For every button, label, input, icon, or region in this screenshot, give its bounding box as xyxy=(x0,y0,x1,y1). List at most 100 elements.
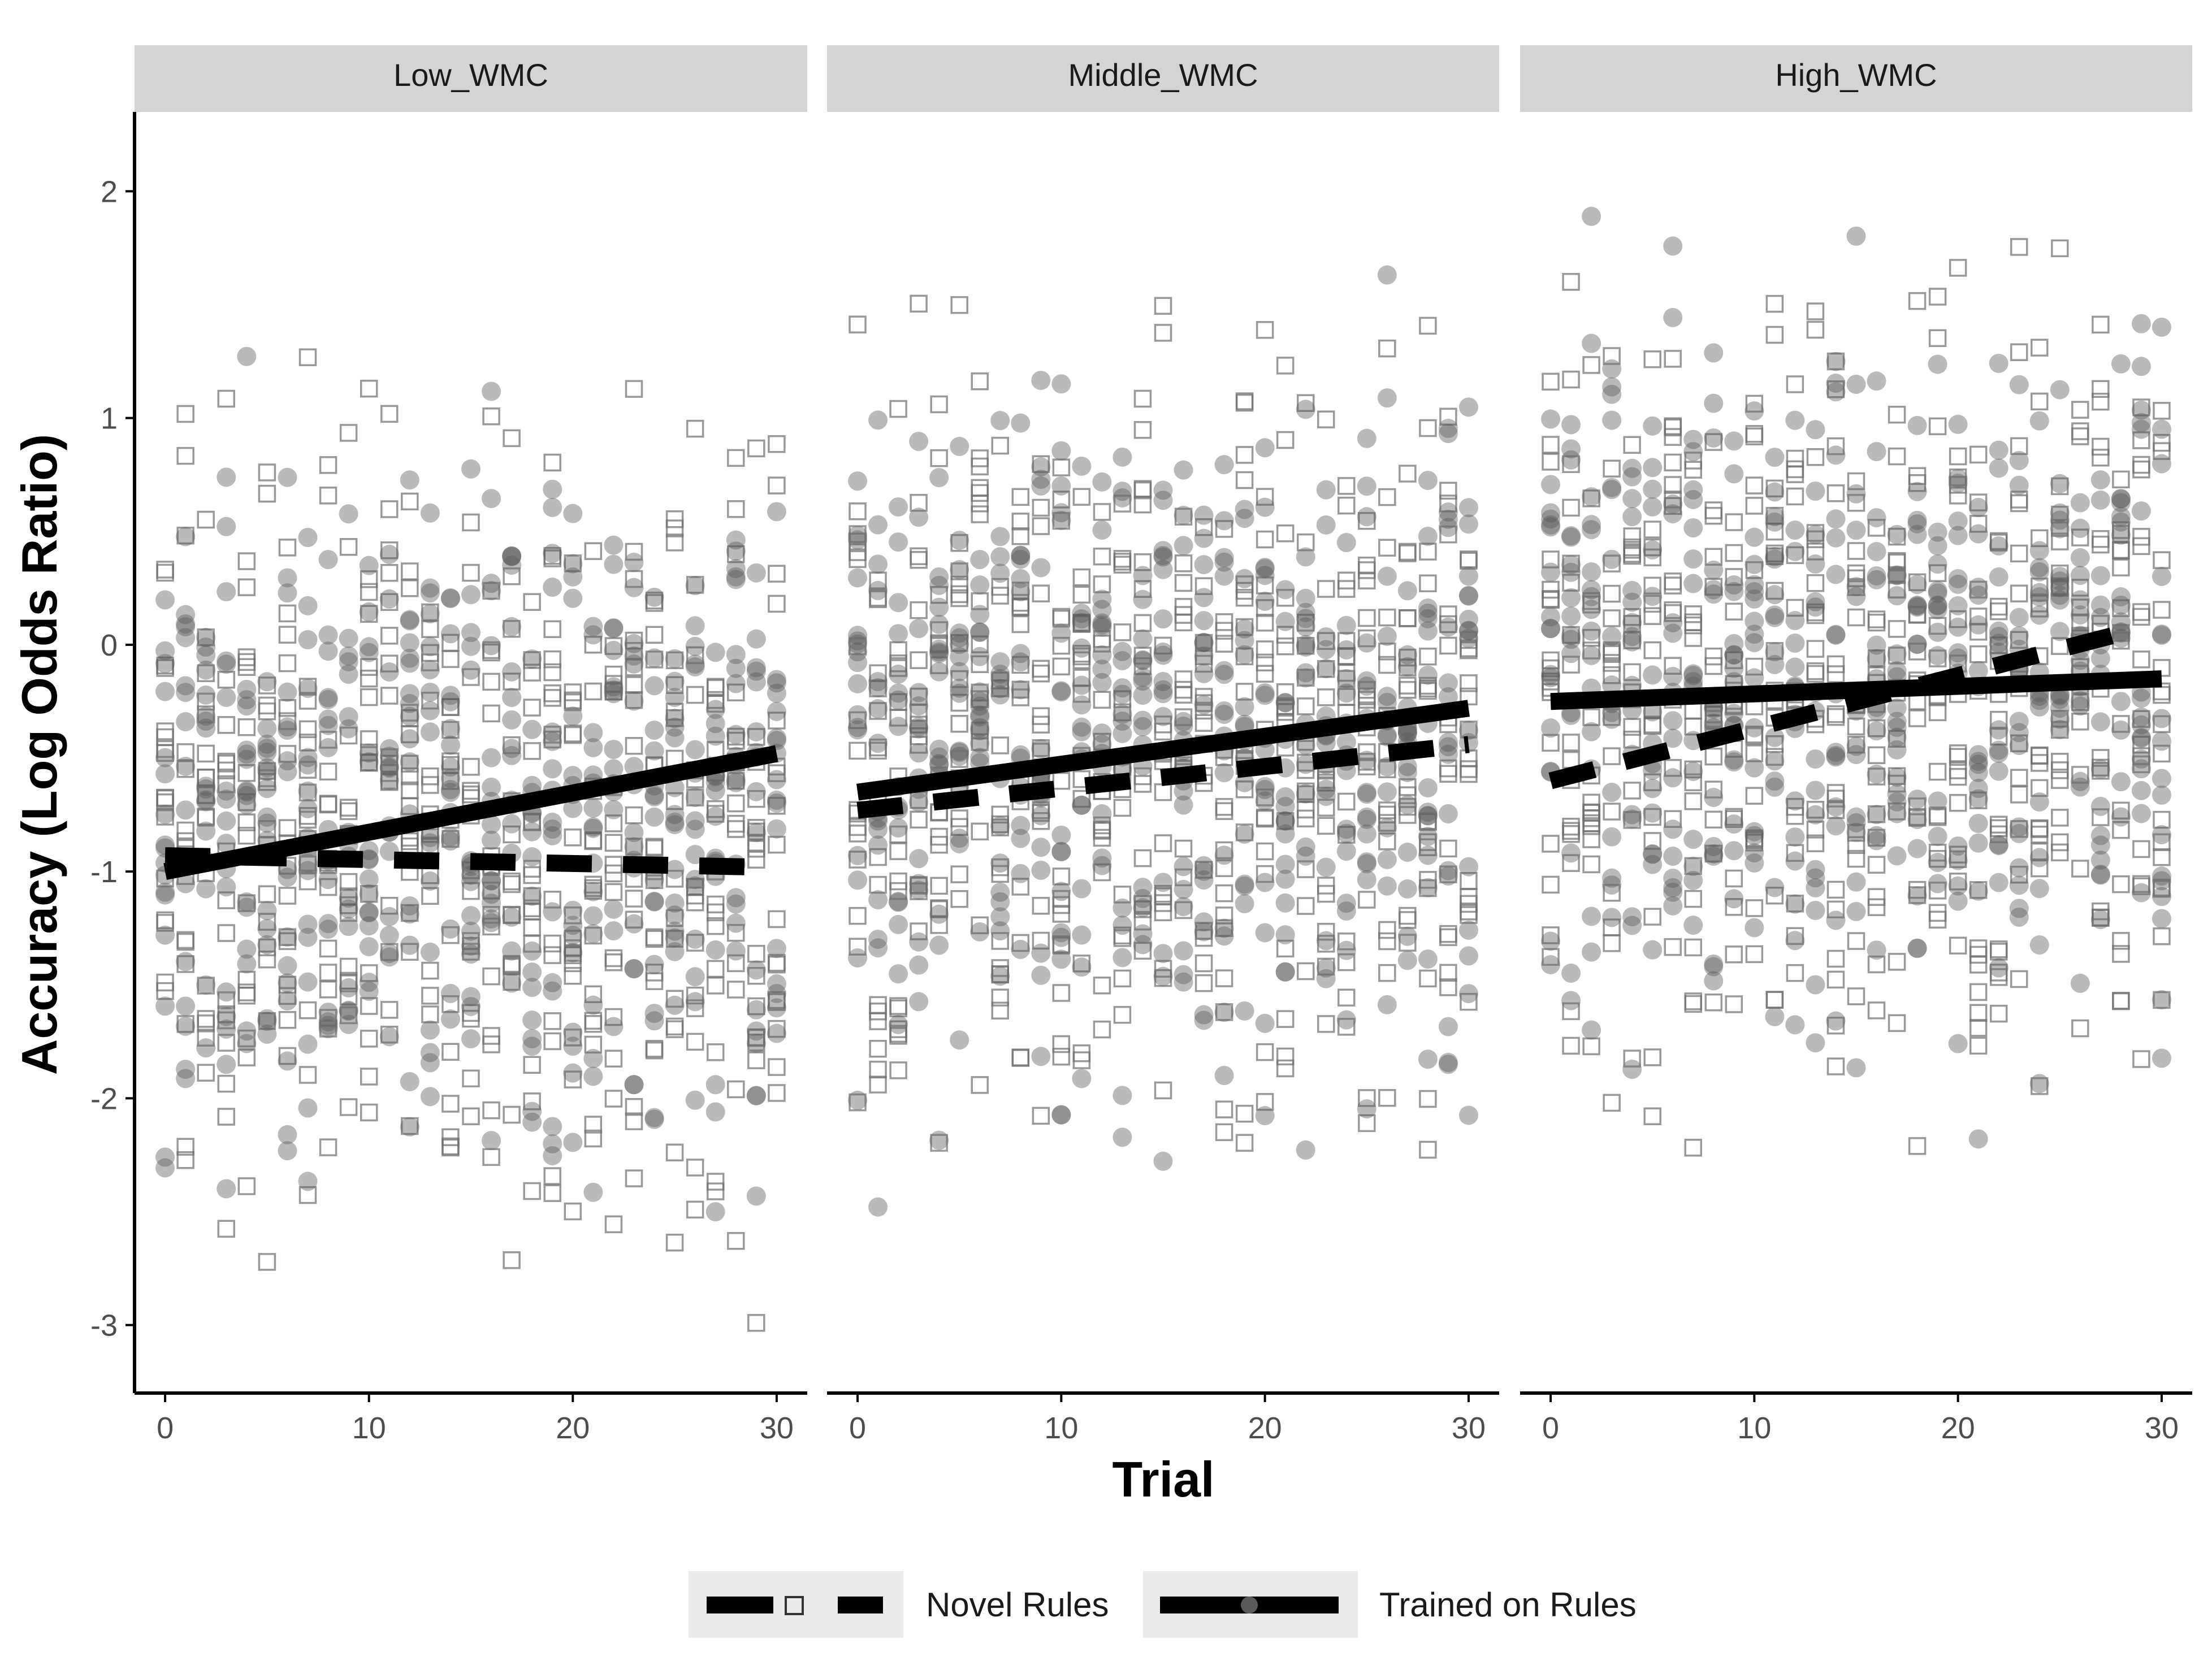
trained-point xyxy=(868,890,888,910)
trained-point xyxy=(1826,816,1846,836)
trained-point xyxy=(604,921,624,940)
novel-point xyxy=(462,513,480,532)
trained-point xyxy=(1928,646,1947,666)
trained-point xyxy=(990,882,1010,902)
novel-point xyxy=(1603,666,1621,684)
novel-point xyxy=(156,561,174,579)
novel-point xyxy=(1664,572,1682,591)
trained-point xyxy=(1113,651,1132,671)
novel-point xyxy=(2112,821,2130,839)
novel-point xyxy=(1052,491,1071,509)
novel-point xyxy=(1358,680,1376,699)
novel-point xyxy=(1826,665,1845,683)
novel-point xyxy=(1256,321,1274,339)
novel-point xyxy=(1215,884,1233,903)
novel-point xyxy=(1603,584,1621,603)
trained-point xyxy=(848,526,868,545)
novel-point xyxy=(564,1029,582,1047)
trained-point xyxy=(644,1004,664,1023)
novel-point xyxy=(889,659,907,677)
novel-point xyxy=(523,860,541,878)
trained-point xyxy=(1418,1049,1438,1069)
novel-point xyxy=(1562,1002,1580,1021)
trained-point xyxy=(1235,500,1254,519)
trained-point xyxy=(1602,359,1622,379)
novel-rules-fit-line xyxy=(1548,625,2123,790)
trained-point xyxy=(1846,520,1866,540)
novel-point xyxy=(1317,877,1335,895)
trained-point xyxy=(1541,515,1561,535)
trained-point xyxy=(1174,795,1193,815)
novel-point xyxy=(1643,1048,1661,1066)
trained-point xyxy=(440,1009,460,1029)
trained-point xyxy=(1011,644,1031,663)
trained-point xyxy=(767,683,786,703)
novel-point xyxy=(971,822,989,841)
novel-point xyxy=(564,930,582,948)
novel-point xyxy=(665,533,684,552)
novel-point xyxy=(1296,636,1315,655)
trained-point xyxy=(665,860,685,879)
novel-point xyxy=(1582,489,1600,507)
trained-point xyxy=(685,616,705,636)
trained-point xyxy=(1948,1034,1968,1053)
novel-point xyxy=(706,1043,725,1061)
trained-point xyxy=(1765,546,1785,566)
trained-point xyxy=(1622,507,1642,527)
novel-point xyxy=(991,818,1010,836)
trained-point xyxy=(1235,876,1254,896)
novel-point xyxy=(1419,812,1437,830)
novel-point xyxy=(1052,771,1071,790)
trained-point xyxy=(1458,566,1478,586)
novel-point xyxy=(1603,554,1621,572)
trained-point xyxy=(1622,809,1642,829)
trained-point xyxy=(543,826,562,845)
novel-point xyxy=(543,453,561,472)
trained-point xyxy=(1438,866,1458,886)
novel-point xyxy=(706,805,725,823)
trained-point xyxy=(1765,549,1785,569)
novel-point xyxy=(237,793,256,812)
novel-point xyxy=(1623,1049,1641,1068)
trained-point xyxy=(298,914,318,934)
trained-point xyxy=(1458,920,1478,940)
trained-point xyxy=(1867,805,1886,825)
novel-point xyxy=(1460,903,1478,921)
novel-point xyxy=(2071,422,2089,440)
novel-point xyxy=(503,872,521,891)
facet-label: Middle_WMC xyxy=(1068,57,1258,93)
trained-point xyxy=(2029,562,2049,582)
trained-point xyxy=(1214,763,1234,783)
trained-point xyxy=(278,467,297,487)
trained-point xyxy=(196,645,216,665)
trained-point xyxy=(1113,948,1132,968)
novel-point xyxy=(910,547,928,566)
novel-point xyxy=(1908,709,1927,727)
y-tick-label: -3 xyxy=(90,1309,118,1343)
trained-point xyxy=(2152,769,2171,788)
trained-point xyxy=(482,777,501,797)
trained-point xyxy=(2070,691,2090,710)
novel-point xyxy=(523,699,541,717)
trained-point xyxy=(440,686,460,705)
trained-point xyxy=(624,646,644,666)
trained-point xyxy=(1643,779,1663,799)
novel-point xyxy=(665,930,684,948)
novel-point xyxy=(298,692,317,710)
trained-point xyxy=(1235,645,1254,665)
trained-point xyxy=(543,577,562,597)
novel-point xyxy=(1969,945,1988,964)
novel-point xyxy=(1032,897,1050,915)
trained-point xyxy=(889,532,908,552)
novel-point xyxy=(1867,888,1886,906)
novel-point xyxy=(1704,548,1723,566)
trained-point xyxy=(950,828,969,848)
trained-point xyxy=(1275,811,1295,831)
novel-point xyxy=(1826,1057,1845,1075)
trained-point xyxy=(746,672,766,692)
novel-point xyxy=(1826,880,1845,899)
trained-point xyxy=(1907,596,1927,615)
novel-point xyxy=(1317,771,1335,789)
novel-point xyxy=(1194,714,1213,732)
x-tick-label: 20 xyxy=(1248,1411,1282,1445)
